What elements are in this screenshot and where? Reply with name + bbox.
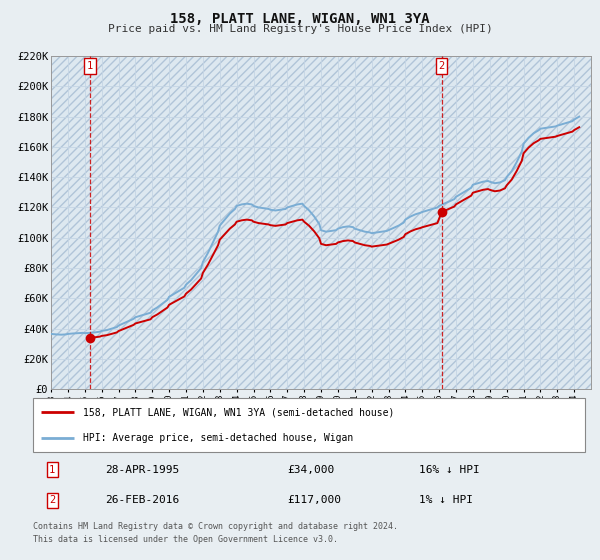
Text: HPI: Average price, semi-detached house, Wigan: HPI: Average price, semi-detached house,… — [83, 433, 353, 442]
Text: 2: 2 — [439, 61, 445, 71]
Text: 2: 2 — [49, 496, 55, 506]
HPI: Average price, semi-detached house, Wigan: (1.99e+03, 3.65e+04): Average price, semi-detached house, Wiga… — [47, 330, 55, 337]
Text: £34,000: £34,000 — [287, 465, 334, 475]
HPI: Average price, semi-detached house, Wigan: (1.99e+03, 3.6e+04): Average price, semi-detached house, Wiga… — [58, 332, 65, 338]
Text: 26-FEB-2016: 26-FEB-2016 — [105, 496, 179, 506]
HPI: Average price, semi-detached house, Wigan: (2e+03, 7.2e+04): Average price, semi-detached house, Wiga… — [187, 277, 194, 283]
158, PLATT LANE, WIGAN, WN1 3YA (semi-detached house) — [537, 136, 544, 142]
Text: 16% ↓ HPI: 16% ↓ HPI — [419, 465, 480, 475]
Text: This data is licensed under the Open Government Licence v3.0.: This data is licensed under the Open Gov… — [33, 535, 338, 544]
HPI: Average price, semi-detached house, Wigan: (2.01e+03, 1.12e+05): Average price, semi-detached house, Wiga… — [402, 216, 409, 223]
HPI: Average price, semi-detached house, Wigan: (2.01e+03, 1.21e+05): Average price, semi-detached house, Wiga… — [301, 203, 308, 209]
Text: 158, PLATT LANE, WIGAN, WN1 3YA (semi-detached house): 158, PLATT LANE, WIGAN, WN1 3YA (semi-de… — [83, 408, 394, 417]
Text: 1% ↓ HPI: 1% ↓ HPI — [419, 496, 473, 506]
Text: 1: 1 — [87, 61, 93, 71]
158, PLATT LANE, WIGAN, WN1 3YA (semi-detached house) — [250, 218, 257, 225]
HPI: Average price, semi-detached house, Wigan: (2e+03, 3.72e+04): Average price, semi-detached house, Wiga… — [86, 329, 94, 336]
Line: 158, PLATT LANE, WIGAN, WN1 3YA (semi-detached house): 158, PLATT LANE, WIGAN, WN1 3YA (semi-de… — [90, 127, 579, 338]
HPI: Average price, semi-detached house, Wigan: (2.01e+03, 1.04e+05): Average price, semi-detached house, Wiga… — [367, 229, 374, 236]
FancyBboxPatch shape — [33, 398, 585, 452]
HPI: Average price, semi-detached house, Wigan: (2.02e+03, 1.8e+05): Average price, semi-detached house, Wiga… — [575, 113, 583, 120]
158, PLATT LANE, WIGAN, WN1 3YA (semi-detached house) — [484, 186, 491, 193]
Text: 1: 1 — [49, 465, 55, 475]
158, PLATT LANE, WIGAN, WN1 3YA (semi-detached house) — [412, 226, 419, 232]
Line: HPI: Average price, semi-detached house, Wigan: HPI: Average price, semi-detached house,… — [51, 116, 579, 335]
Text: Price paid vs. HM Land Registry's House Price Index (HPI): Price paid vs. HM Land Registry's House … — [107, 24, 493, 34]
Text: Contains HM Land Registry data © Crown copyright and database right 2024.: Contains HM Land Registry data © Crown c… — [33, 522, 398, 531]
HPI: Average price, semi-detached house, Wigan: (2.01e+03, 1.04e+05): Average price, semi-detached house, Wiga… — [378, 228, 385, 235]
158, PLATT LANE, WIGAN, WN1 3YA (semi-detached house) — [575, 124, 583, 130]
Text: 28-APR-1995: 28-APR-1995 — [105, 465, 179, 475]
158, PLATT LANE, WIGAN, WN1 3YA (semi-detached house) — [496, 187, 503, 194]
158, PLATT LANE, WIGAN, WN1 3YA (semi-detached house) — [86, 334, 94, 341]
Text: £117,000: £117,000 — [287, 496, 341, 506]
Text: 158, PLATT LANE, WIGAN, WN1 3YA: 158, PLATT LANE, WIGAN, WN1 3YA — [170, 12, 430, 26]
158, PLATT LANE, WIGAN, WN1 3YA (semi-detached house) — [383, 241, 391, 248]
